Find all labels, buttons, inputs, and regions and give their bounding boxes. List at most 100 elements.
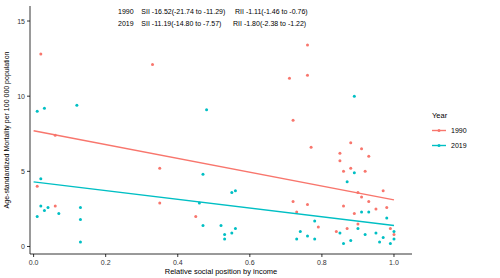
point bbox=[205, 108, 208, 111]
point bbox=[346, 227, 349, 230]
point bbox=[201, 224, 204, 227]
point bbox=[356, 222, 359, 225]
x-tick bbox=[393, 254, 394, 257]
y-tick bbox=[27, 21, 30, 22]
point bbox=[356, 227, 359, 230]
point bbox=[54, 204, 57, 207]
point bbox=[313, 219, 316, 222]
y-tick bbox=[27, 171, 30, 172]
annotation: 2019 SII -11.19(-14.80 to -7.57) RII -1.… bbox=[118, 20, 306, 28]
x-tick bbox=[177, 254, 178, 257]
point bbox=[36, 215, 39, 218]
point bbox=[392, 230, 395, 233]
point bbox=[349, 239, 352, 242]
point bbox=[57, 212, 60, 215]
point bbox=[299, 230, 302, 233]
point bbox=[317, 225, 320, 228]
point bbox=[75, 104, 78, 107]
point bbox=[292, 119, 295, 122]
point bbox=[360, 210, 363, 213]
y-axis bbox=[30, 6, 31, 254]
y-tick bbox=[27, 246, 30, 247]
point bbox=[230, 231, 233, 234]
point bbox=[306, 44, 309, 47]
plot-marks bbox=[34, 44, 396, 245]
legend-marker bbox=[438, 144, 441, 147]
annotation: 1990 SII -16.52(-21.74 to -11.29) RII -1… bbox=[118, 8, 308, 16]
point bbox=[220, 224, 223, 227]
point bbox=[374, 231, 377, 234]
point bbox=[349, 141, 352, 144]
point bbox=[194, 215, 197, 218]
point bbox=[338, 159, 341, 162]
point bbox=[385, 216, 388, 219]
point bbox=[223, 233, 226, 236]
point bbox=[39, 204, 42, 207]
point bbox=[158, 201, 161, 204]
point bbox=[389, 242, 392, 245]
point bbox=[342, 242, 345, 245]
x-tick bbox=[321, 254, 322, 257]
point bbox=[367, 200, 370, 203]
point bbox=[349, 167, 352, 170]
x-axis bbox=[30, 254, 412, 255]
point bbox=[310, 146, 313, 149]
point bbox=[313, 237, 316, 240]
legend-title: Year bbox=[432, 111, 448, 120]
point bbox=[392, 237, 395, 240]
point bbox=[367, 210, 370, 213]
point bbox=[360, 147, 363, 150]
point bbox=[389, 227, 392, 230]
x-axis-label: Relative social position by income bbox=[165, 267, 278, 276]
x-tick-label: 0.8 bbox=[317, 259, 327, 266]
point bbox=[151, 63, 154, 66]
point bbox=[364, 170, 367, 173]
y-tick-label: 15 bbox=[17, 18, 25, 25]
point bbox=[360, 195, 363, 198]
point bbox=[306, 234, 309, 237]
point bbox=[234, 227, 237, 230]
point bbox=[79, 240, 82, 243]
point bbox=[382, 236, 385, 239]
y-axis-label: Age-standardized Mortality per 100 000 p… bbox=[3, 51, 11, 208]
legend-label: 2019 bbox=[451, 142, 467, 149]
x-tick-label: 0.4 bbox=[173, 259, 183, 266]
point bbox=[39, 177, 42, 180]
point bbox=[353, 171, 356, 174]
point bbox=[288, 77, 291, 80]
point bbox=[306, 203, 309, 206]
point bbox=[335, 230, 338, 233]
x-tick-label: 1.0 bbox=[389, 259, 399, 266]
point bbox=[364, 233, 367, 236]
y-tick-label: 10 bbox=[17, 93, 25, 100]
point bbox=[39, 53, 42, 56]
legend-line bbox=[432, 145, 446, 146]
point bbox=[392, 233, 395, 236]
fit-line bbox=[34, 182, 394, 226]
point bbox=[158, 167, 161, 170]
point bbox=[230, 191, 233, 194]
point bbox=[342, 204, 345, 207]
y-tick-label: 5 bbox=[21, 168, 25, 175]
point bbox=[36, 185, 39, 188]
point bbox=[43, 209, 46, 212]
point bbox=[346, 180, 349, 183]
point bbox=[295, 237, 298, 240]
point bbox=[223, 237, 226, 240]
legend-label: 1990 bbox=[451, 127, 467, 134]
fit-line bbox=[34, 131, 394, 200]
point bbox=[43, 107, 46, 110]
x-tick-label: 0.2 bbox=[101, 259, 111, 266]
point bbox=[382, 189, 385, 192]
point bbox=[292, 200, 295, 203]
y-tick bbox=[27, 96, 30, 97]
x-tick bbox=[33, 254, 34, 257]
point bbox=[201, 173, 204, 176]
point bbox=[79, 218, 82, 221]
x-tick-label: 0.6 bbox=[245, 259, 255, 266]
x-tick-label: 0.0 bbox=[29, 259, 39, 266]
point bbox=[306, 74, 309, 77]
point bbox=[234, 189, 237, 192]
point bbox=[367, 155, 370, 158]
x-tick bbox=[249, 254, 250, 257]
